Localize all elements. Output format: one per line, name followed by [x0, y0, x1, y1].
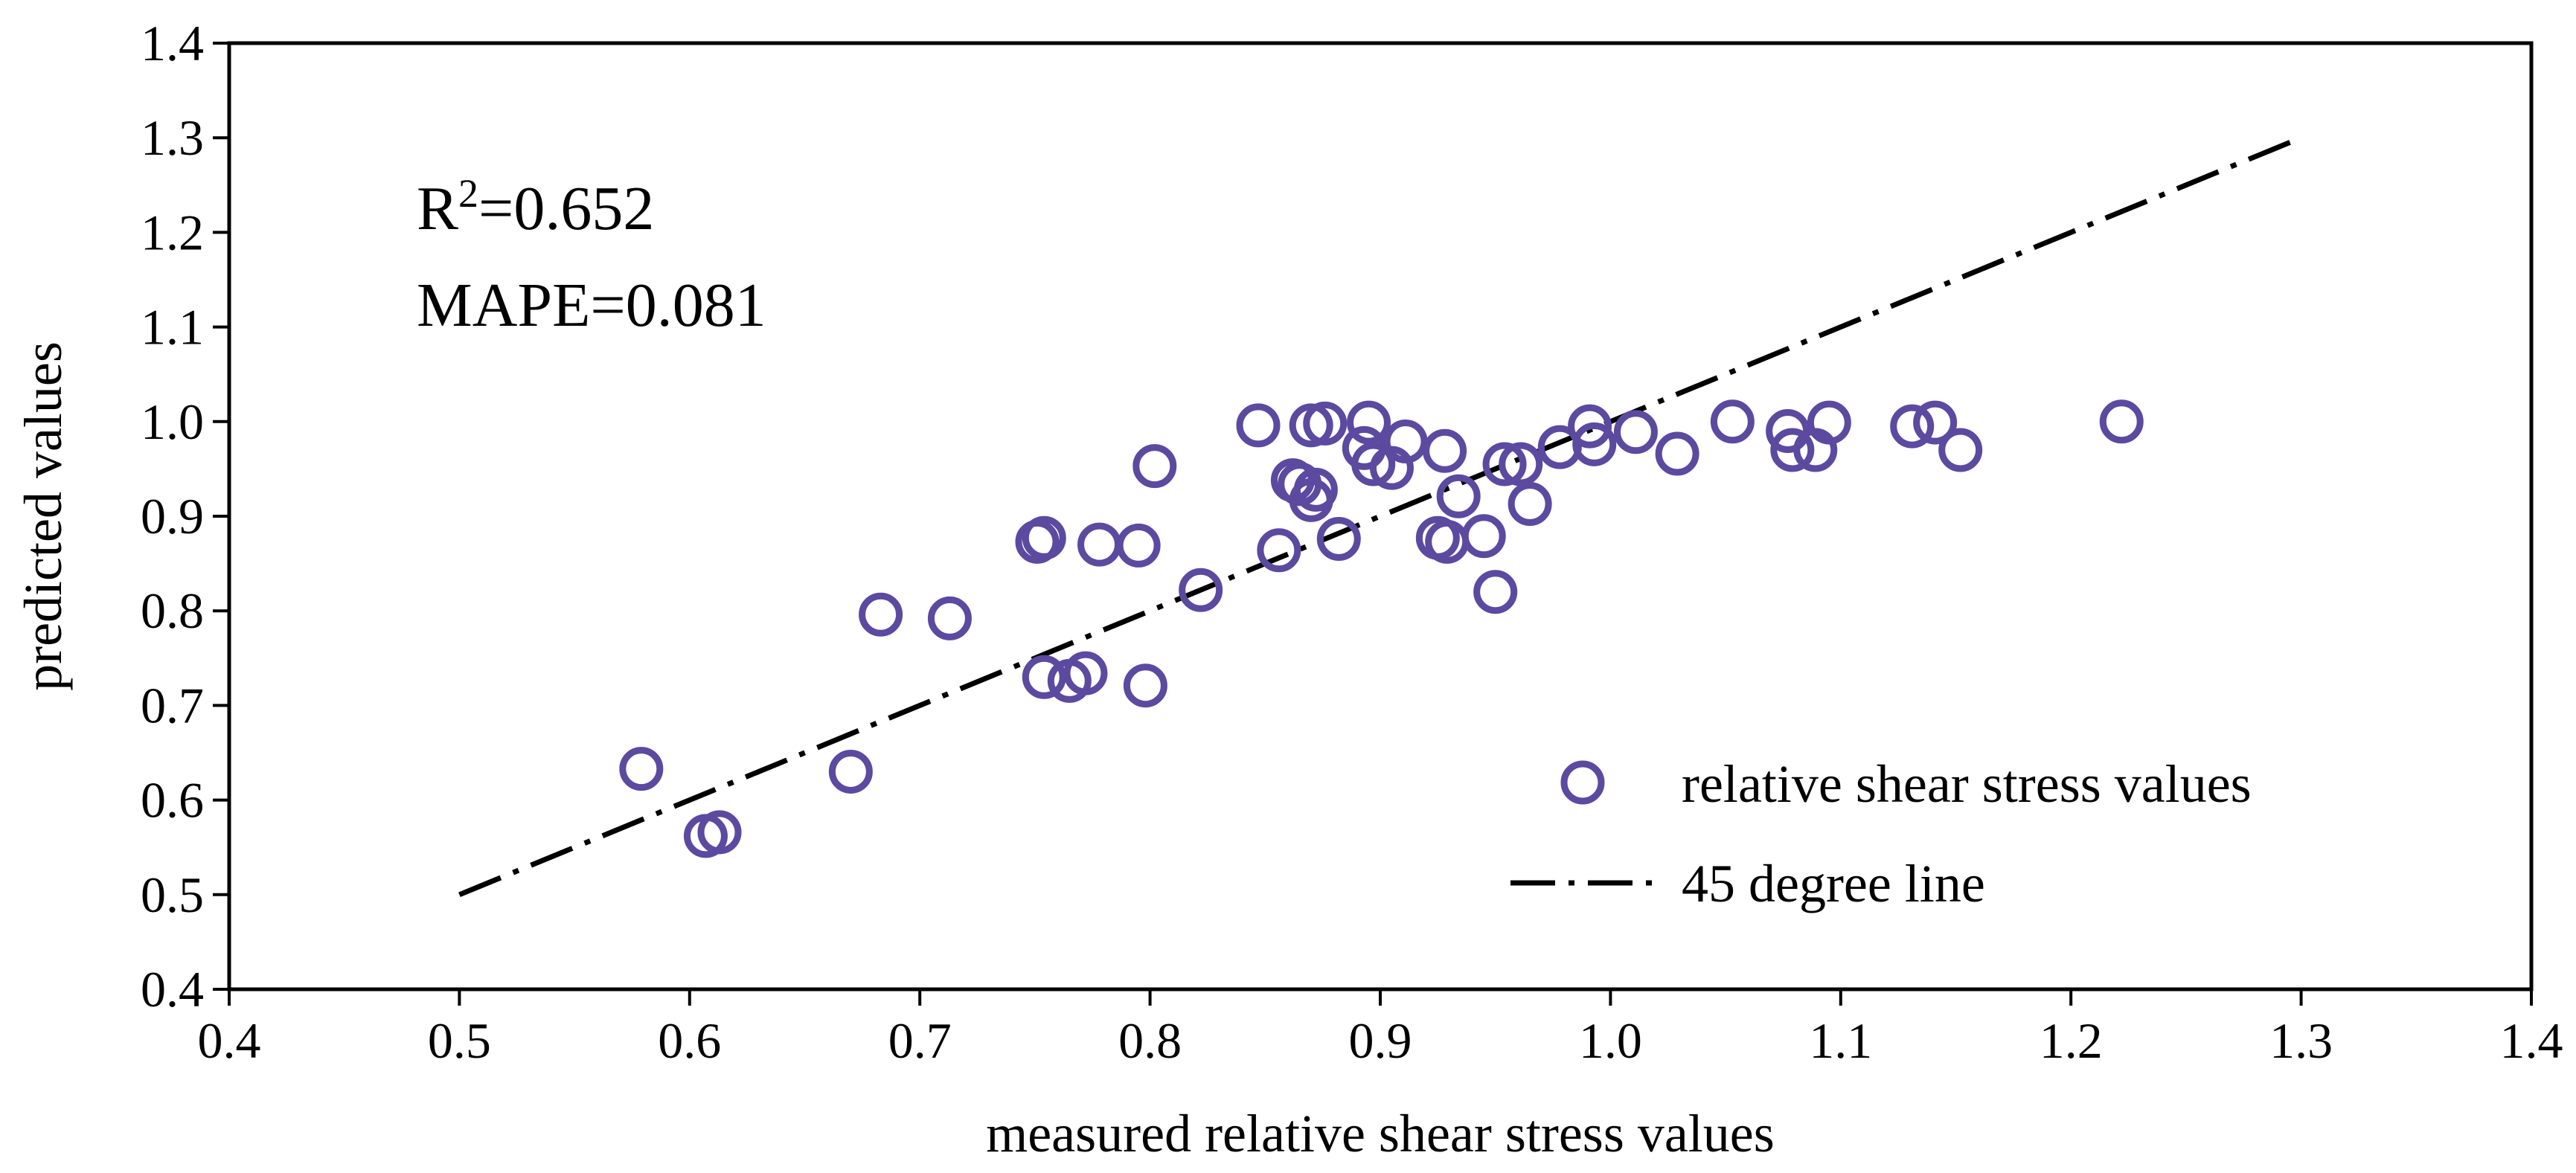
y-tick-label: 0.8: [141, 582, 204, 639]
legend-marker-circle: [1560, 760, 1605, 805]
y-tick-label: 0.6: [141, 772, 204, 829]
data-point: [1123, 663, 1167, 708]
x-tick-label: 1.1: [1809, 1012, 1872, 1069]
svg-text:R2=0.652: R2=0.652: [417, 171, 654, 243]
x-tick-label: 0.6: [658, 1012, 721, 1069]
data-point: [1461, 514, 1506, 559]
data-point: [1473, 570, 1518, 614]
data-point: [1508, 481, 1552, 526]
y-tick-label: 0.4: [141, 961, 204, 1018]
data-point: [859, 592, 903, 637]
x-tick-label: 1.0: [1579, 1012, 1642, 1069]
r2-value: =0.652: [478, 174, 654, 243]
y-tick-label: 0.7: [141, 677, 204, 733]
x-tick-label: 1.3: [2269, 1012, 2333, 1069]
x-tick-label: 0.8: [1118, 1012, 1182, 1069]
data-point: [1077, 522, 1122, 567]
x-tick-label: 1.2: [2040, 1012, 2103, 1069]
data-point: [1938, 428, 1983, 472]
legend-label-line: 45 degree line: [1682, 854, 1985, 913]
data-point: [1132, 444, 1177, 489]
data-point: [697, 810, 742, 855]
forty-five-degree-line: [458, 135, 2302, 898]
y-tick-label: 0.9: [141, 488, 204, 544]
legend-label-points: relative shear stress values: [1682, 754, 2252, 814]
data-point: [1770, 428, 1815, 472]
data-point: [1303, 401, 1348, 446]
data-point: [1383, 420, 1428, 464]
x-tick-label: 1.4: [2500, 1012, 2563, 1069]
data-point: [1022, 515, 1066, 560]
data-point: [1022, 655, 1066, 699]
y-tick-label: 1.3: [141, 109, 204, 166]
y-tick-label: 1.1: [141, 299, 204, 356]
x-tick-label: 0.7: [888, 1012, 952, 1069]
y-tick-label: 0.5: [141, 867, 204, 923]
data-point: [1347, 400, 1391, 445]
x-tick-label: 0.5: [428, 1012, 491, 1069]
data-points-layer: [619, 399, 2144, 858]
x-tick-label: 0.9: [1349, 1012, 1412, 1069]
data-point: [927, 596, 972, 640]
data-point: [1179, 568, 1223, 612]
data-point: [1499, 442, 1543, 486]
data-point: [1423, 428, 1467, 473]
mape-annotation: MAPE=0.081: [417, 271, 766, 340]
axis-ticks: 0.4 0.5 0.6 0.7 0.8 0.9 1.0 1.1 1.2 1.3 1.4 0.4 0.5 0…: [141, 15, 2563, 1069]
data-point: [1063, 651, 1108, 695]
legend: relative shear stress values 45 degree l…: [1510, 754, 2252, 913]
y-tick-label: 1.4: [141, 15, 204, 71]
data-point: [1316, 517, 1361, 562]
data-point: [1351, 442, 1396, 486]
data-point: [1293, 467, 1338, 512]
data-point: [1236, 403, 1281, 448]
x-axis-label: measured relative shear stress values: [986, 1104, 1775, 1163]
data-point: [1613, 410, 1658, 454]
r2-annotation: R2=0.652: [417, 171, 654, 243]
data-point: [1807, 400, 1851, 445]
data-point: [1436, 474, 1481, 518]
r2-superscript: 2: [458, 171, 478, 216]
data-point: [1913, 400, 1958, 445]
data-point: [1710, 399, 1755, 444]
r2-label: R: [417, 174, 458, 243]
data-point: [1482, 442, 1527, 486]
data-point: [828, 749, 873, 794]
y-axis-label: predicted values: [13, 341, 73, 691]
data-point: [1572, 422, 1617, 466]
data-point: [1890, 404, 1935, 449]
data-point: [1568, 404, 1612, 449]
y-tick-label: 1.0: [141, 393, 204, 450]
reference-line-layer: [458, 135, 2302, 898]
y-tick-label: 1.2: [141, 204, 204, 260]
data-point: [1257, 528, 1301, 573]
data-point: [2099, 399, 2144, 444]
data-point: [619, 747, 664, 791]
data-point: [1655, 431, 1699, 476]
x-tick-label: 0.4: [198, 1012, 261, 1069]
data-point: [1116, 523, 1161, 568]
